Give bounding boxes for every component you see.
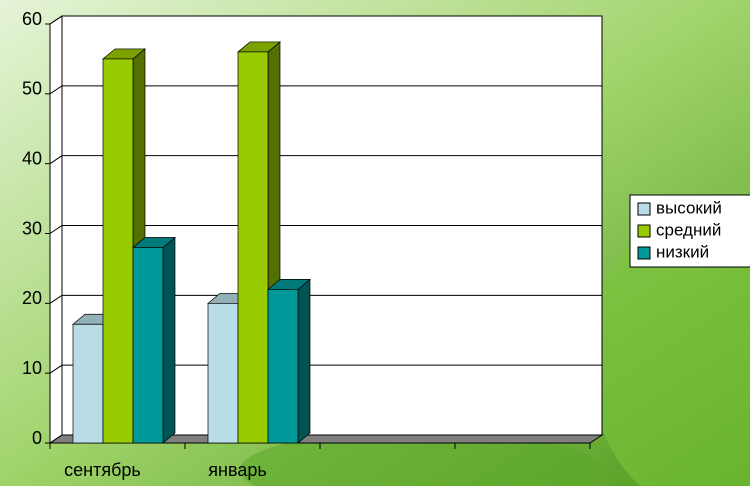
bar	[132, 247, 164, 444]
grid-line	[49, 434, 602, 444]
legend-swatch	[637, 202, 651, 216]
legend-swatch	[637, 224, 651, 238]
legend: высокий средний низкий	[629, 194, 750, 268]
bar	[102, 58, 134, 444]
leaf	[240, 430, 600, 486]
legend-label: высокий	[656, 198, 722, 217]
legend-swatch	[637, 246, 651, 260]
y-tick-label: 40	[22, 148, 42, 168]
grid-line	[49, 85, 602, 95]
y-tick-label: 50	[22, 79, 42, 99]
grid-line	[49, 225, 602, 234]
bar	[237, 51, 269, 444]
legend-label: средний	[656, 220, 721, 239]
leaf	[590, 210, 750, 486]
y-tick-label: 60	[22, 9, 42, 29]
y-tick-label: 20	[22, 288, 42, 308]
grid-line	[49, 15, 602, 25]
grid-line	[49, 364, 602, 374]
y-tick-label: 0	[32, 428, 42, 448]
y-tick-label: 10	[22, 358, 42, 378]
y-tick-label: 30	[22, 218, 42, 238]
grid-line	[49, 294, 602, 304]
bar	[72, 323, 104, 444]
x-tick-label: сентябрь	[64, 460, 141, 480]
bar-side	[162, 236, 176, 444]
legend-label: низкий	[656, 242, 709, 261]
bar-side	[297, 278, 311, 444]
grid-line	[49, 155, 602, 165]
x-tick-label: январь	[208, 460, 266, 480]
plot-area: 0 10 20 30 40 50 60 сентябрь январь	[22, 9, 604, 480]
bar	[267, 289, 299, 444]
bar	[207, 302, 239, 444]
